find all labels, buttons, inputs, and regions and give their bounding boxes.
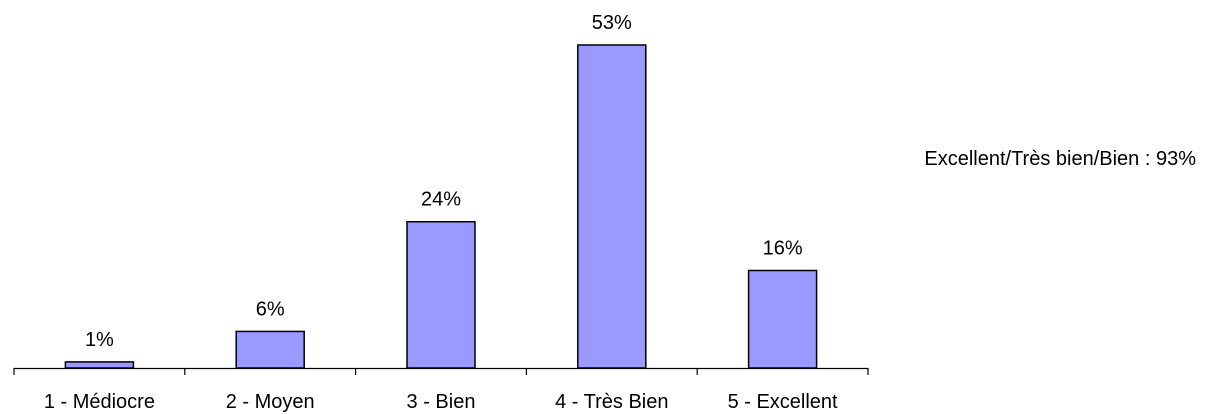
bar-value-label: 24% [421,189,461,211]
bar-value-label: 6% [256,298,285,320]
bar [747,269,818,369]
bar-value-label: 1% [85,329,114,351]
value-labels-group: 1% 6% 24% 53% 16% [85,12,803,351]
bar [577,44,647,369]
category-label: 2 - Moyen [226,391,315,413]
category-label: 3 - Bien [407,391,476,413]
bar-value-label: 53% [592,12,632,34]
category-label: 4 - Très Bien [555,391,668,413]
bar [64,361,135,369]
bars-group [64,44,818,369]
x-axis-ticks-group [13,368,869,375]
bar [406,220,476,369]
category-label: 5 - Excellent [728,391,838,413]
bar [235,330,305,369]
bar-value-label: 16% [763,237,803,259]
category-label: 1 - Médiocre [44,391,155,413]
category-labels-group: 1 - Médiocre 2 - Moyen 3 - Bien 4 - Très Bi… [44,391,838,413]
summary-annotation: Excellent/Très bien/Bien : 93% [924,148,1196,170]
